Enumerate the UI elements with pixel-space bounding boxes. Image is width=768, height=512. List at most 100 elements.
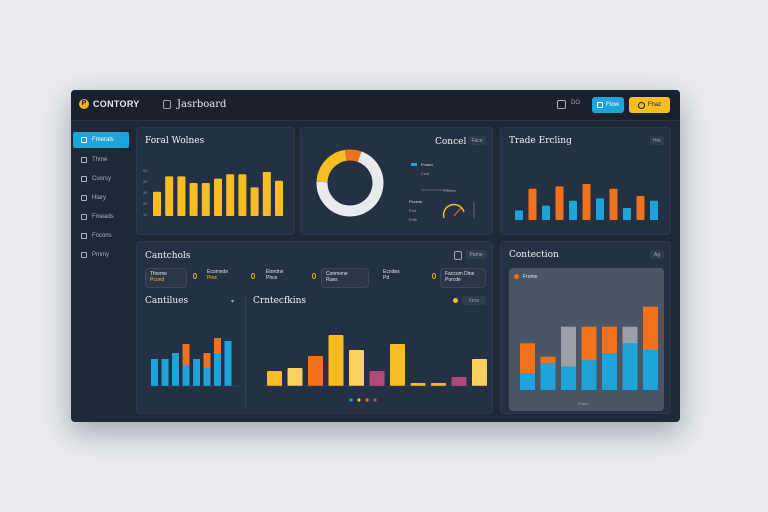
focal-volumes-chart: 50 40 30 20 10 <box>143 168 283 217</box>
legend-dot-icon <box>514 274 519 279</box>
bar <box>602 353 617 390</box>
bar <box>540 356 556 364</box>
card-title: Cantchols <box>145 251 191 261</box>
dashboard-window: P CONTORY Jasrboard DO Ftow Fhaz Fmerals… <box>71 90 680 422</box>
sidebar-item-icon <box>81 137 87 143</box>
contection-chart <box>520 306 658 390</box>
bottom-charts <box>149 335 487 402</box>
bar <box>561 366 576 390</box>
chip-label: Tfoeme <box>150 271 167 277</box>
legend-label: Fromo <box>523 274 538 280</box>
bar <box>636 196 645 220</box>
bar <box>451 377 467 386</box>
chip-value: Phce <box>266 275 278 281</box>
gauge-needle <box>453 207 462 217</box>
bar <box>161 359 169 386</box>
bar <box>569 200 577 220</box>
focal-volumes-card: Foral Wolnes 50 40 30 20 10 <box>136 127 295 235</box>
legend-label: Fofe <box>409 217 418 222</box>
bar <box>287 368 303 386</box>
sidebar-item-icon <box>81 157 87 163</box>
contilues-menu-icon[interactable]: ▾ <box>231 299 235 305</box>
bar <box>151 359 158 386</box>
sidebar-item-2[interactable]: Thme <box>73 152 129 168</box>
contection-menu-button[interactable]: Ag <box>650 250 664 259</box>
bar <box>182 365 190 386</box>
bar <box>275 180 283 216</box>
sidebar-item-label: Fmeads <box>92 214 114 220</box>
chip-5[interactable]: Ecndes Pd <box>383 269 400 281</box>
y-tick-label: 20 <box>143 201 148 206</box>
bar <box>165 176 174 216</box>
sidebar-item-5[interactable]: Fmeads <box>73 209 129 225</box>
chip-3[interactable]: Etordne Phce <box>266 269 284 281</box>
chip-label: Faccum Dine <box>445 271 475 277</box>
earnings-menu-button[interactable]: Pame <box>465 250 487 259</box>
sidebar-item-7[interactable]: Pmmy <box>73 247 129 263</box>
bar <box>267 371 282 386</box>
chip-value: Pcond <box>150 277 165 283</box>
brand[interactable]: P CONTORY <box>79 99 140 109</box>
bar <box>177 176 186 216</box>
chip-label: Ecomede <box>207 269 229 275</box>
bar <box>153 191 161 216</box>
bar <box>520 343 535 374</box>
pager-dot-icon <box>349 398 353 402</box>
concel-menu-button[interactable]: Face <box>468 136 486 145</box>
bar <box>582 184 591 220</box>
sidebar-item-4[interactable]: Hiary <box>73 190 129 206</box>
chip-1[interactable]: Tfoeme Pcond <box>145 268 187 288</box>
bar <box>328 335 344 386</box>
card-title: Concel <box>435 137 467 147</box>
bar <box>515 210 523 220</box>
bar <box>555 186 564 220</box>
page-title: Jasrboard <box>177 99 227 110</box>
bar <box>226 174 235 216</box>
earnings-card: Cantchols Pame Tfoeme Pcond Ecomede Prec… <box>136 241 493 414</box>
document-icon <box>596 102 603 108</box>
bar <box>650 200 658 220</box>
chip-value: Prec <box>207 275 218 281</box>
sidebar-item-icon <box>81 195 87 201</box>
bar <box>193 359 200 386</box>
collections-menu-button[interactable]: Fina <box>462 296 486 305</box>
bar <box>390 344 405 386</box>
bar <box>528 188 537 220</box>
sidebar-item-3[interactable]: Cuorsy <box>73 171 129 187</box>
donut-slice <box>316 149 347 183</box>
pager-dot-icon <box>357 398 361 402</box>
bar <box>540 363 556 390</box>
bar <box>203 368 211 386</box>
bar <box>643 350 658 390</box>
yellow-action-button[interactable]: Fhaz <box>629 97 670 113</box>
legend-label: Ficome <box>409 199 423 204</box>
gauge-arc <box>442 203 465 219</box>
card-title: Foral Wolnes <box>145 136 205 146</box>
bar <box>214 338 221 353</box>
chip-4[interactable]: Conmene Rues <box>321 268 369 288</box>
y-tick-label: 40 <box>143 179 148 184</box>
bar <box>431 383 446 386</box>
bar <box>520 373 535 390</box>
chip-2[interactable]: Ecomede Prec <box>207 269 228 281</box>
legend-label: Cold <box>421 171 430 176</box>
y-tick-label: 30 <box>143 190 148 195</box>
blue-button-label: Ftow <box>605 102 619 108</box>
breadcrumb: Jasrboard <box>163 99 226 110</box>
chip-6[interactable]: Faccum Dine Porcde <box>440 268 486 288</box>
legend-label: Pkome <box>444 188 457 193</box>
window-icon[interactable] <box>557 100 566 109</box>
bar <box>201 183 210 216</box>
sidebar-item-label: Pmmy <box>92 252 109 258</box>
home-icon <box>454 251 462 260</box>
bar <box>262 172 271 216</box>
trade-menu-button[interactable]: Hre <box>650 136 664 145</box>
blue-action-button[interactable]: Ftow <box>592 97 624 113</box>
divider <box>245 294 246 407</box>
sidebar-item-6[interactable]: Fncons <box>73 228 129 244</box>
sidebar-item-1[interactable]: Fmerals <box>73 132 129 148</box>
bar <box>622 326 638 344</box>
card-title: Crntecfkins <box>253 296 307 306</box>
brand-name: CONTORY <box>93 99 140 109</box>
bar <box>622 343 638 390</box>
